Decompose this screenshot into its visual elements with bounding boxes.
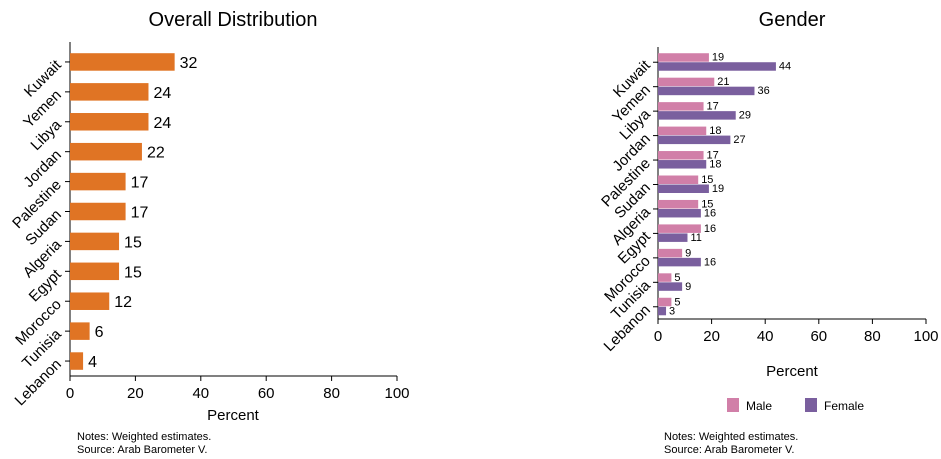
legend-swatch-male bbox=[727, 398, 739, 412]
bar-value-label: 17 bbox=[131, 175, 149, 192]
x-tick-label: 60 bbox=[258, 385, 275, 402]
bar-value-label: 21 bbox=[717, 76, 729, 88]
bar-sudan bbox=[70, 202, 126, 221]
legend: Male Female bbox=[727, 398, 864, 413]
bar-value-label: 22 bbox=[147, 145, 165, 162]
bar-female-palestine bbox=[658, 160, 707, 169]
bar-value-label: 17 bbox=[707, 150, 719, 162]
bar-male-libya bbox=[658, 102, 704, 111]
x-tick-label: 80 bbox=[323, 385, 340, 402]
bar-female-tunisia bbox=[658, 282, 683, 291]
legend-swatch-female bbox=[805, 398, 817, 412]
bar-value-label: 16 bbox=[704, 223, 716, 235]
bar-value-label: 5 bbox=[674, 272, 680, 284]
bar-female-algeria bbox=[658, 208, 701, 218]
x-tick-label: 20 bbox=[703, 328, 720, 345]
bar-palestine bbox=[70, 172, 126, 191]
bar-egypt bbox=[70, 262, 120, 281]
bar-female-sudan bbox=[658, 184, 709, 193]
bar-value-label: 36 bbox=[757, 85, 769, 97]
bar-value-label: 17 bbox=[131, 205, 149, 222]
bar-value-label: 29 bbox=[739, 110, 751, 122]
bar-male-palestine bbox=[658, 151, 704, 160]
bar-value-label: 15 bbox=[701, 198, 713, 210]
bar-lebanon bbox=[70, 352, 84, 370]
bar-value-label: 15 bbox=[701, 174, 713, 186]
x-axis-label: Percent bbox=[766, 363, 819, 380]
bar-morocco bbox=[70, 292, 110, 310]
bar-value-label: 6 bbox=[95, 324, 104, 341]
bar-male-tunisia bbox=[658, 273, 672, 282]
bar-value-label: 18 bbox=[709, 159, 721, 171]
x-tick-label: 0 bbox=[654, 328, 662, 345]
chart-title: Overall Distribution bbox=[149, 9, 318, 31]
source-text: Source: Arab Barometer V. bbox=[77, 444, 207, 456]
x-tick-label: 100 bbox=[913, 328, 938, 345]
bar-male-kuwait bbox=[658, 53, 709, 62]
bar-female-egypt bbox=[658, 233, 688, 242]
bar-value-label: 9 bbox=[685, 247, 691, 259]
bar-value-label: 24 bbox=[153, 85, 171, 102]
bar-jordan bbox=[70, 142, 142, 161]
bar-male-jordan bbox=[658, 126, 707, 136]
bar-male-algeria bbox=[658, 199, 699, 209]
source-text: Source: Arab Barometer V. bbox=[664, 444, 794, 456]
legend-label: Male bbox=[746, 399, 772, 413]
bar-libya bbox=[70, 113, 149, 131]
gender-chart: Gender Percent Notes: Weighted estimates… bbox=[598, 9, 938, 456]
bar-value-label: 16 bbox=[704, 207, 716, 219]
bar-male-lebanon bbox=[658, 297, 672, 307]
x-tick-label: 80 bbox=[864, 328, 881, 345]
bar-value-label: 15 bbox=[124, 234, 142, 251]
bar-value-label: 24 bbox=[153, 115, 171, 132]
chart-title: Gender bbox=[759, 9, 826, 31]
bar-value-label: 3 bbox=[669, 305, 675, 317]
x-axis-label: Percent bbox=[207, 407, 260, 424]
bar-value-label: 32 bbox=[180, 55, 198, 72]
bar-male-egypt bbox=[658, 224, 701, 233]
x-tick-label: 40 bbox=[757, 328, 774, 345]
bar-female-lebanon bbox=[658, 306, 667, 316]
bar-kuwait bbox=[70, 53, 175, 71]
bar-value-label: 19 bbox=[712, 183, 724, 195]
bar-value-label: 11 bbox=[690, 232, 701, 244]
x-tick-label: 100 bbox=[384, 385, 409, 402]
bar-male-sudan bbox=[658, 175, 699, 184]
bar-female-yemen bbox=[658, 86, 755, 96]
notes-text: Notes: Weighted estimates. bbox=[664, 431, 798, 443]
bar-male-morocco bbox=[658, 248, 683, 258]
bar-female-kuwait bbox=[658, 62, 776, 71]
notes-text: Notes: Weighted estimates. bbox=[77, 431, 211, 443]
bar-value-label: 4 bbox=[88, 354, 97, 371]
bar-value-label: 18 bbox=[709, 125, 721, 137]
bar-value-label: 19 bbox=[712, 52, 724, 64]
bar-value-label: 44 bbox=[779, 61, 791, 73]
bar-female-libya bbox=[658, 111, 736, 120]
overall-distribution-chart: Overall Distribution Percent Notes: Weig… bbox=[9, 9, 409, 456]
x-tick-label: 20 bbox=[127, 385, 144, 402]
x-tick-label: 0 bbox=[66, 385, 74, 402]
bar-value-label: 9 bbox=[685, 281, 691, 293]
bar-value-label: 5 bbox=[674, 296, 680, 308]
legend-label: Female bbox=[824, 399, 864, 413]
x-tick-label: 60 bbox=[810, 328, 827, 345]
bar-value-label: 15 bbox=[124, 264, 142, 281]
bar-tunisia bbox=[70, 322, 90, 340]
bar-female-morocco bbox=[658, 257, 701, 267]
bar-value-label: 17 bbox=[707, 101, 719, 113]
bar-female-jordan bbox=[658, 135, 731, 145]
bar-value-label: 27 bbox=[733, 134, 745, 146]
bar-value-label: 12 bbox=[114, 294, 132, 311]
bar-algeria bbox=[70, 232, 120, 251]
x-tick-label: 40 bbox=[192, 385, 209, 402]
bar-value-label: 16 bbox=[704, 256, 716, 268]
bar-yemen bbox=[70, 83, 149, 101]
bar-male-yemen bbox=[658, 77, 715, 87]
